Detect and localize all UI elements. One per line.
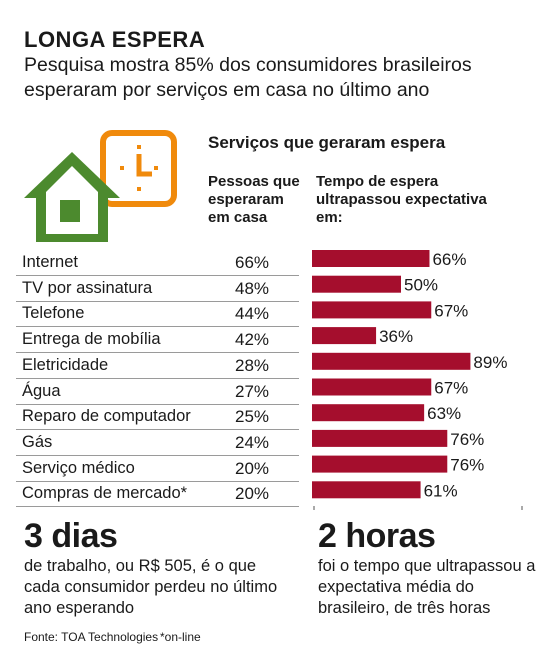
table-row: Entrega de mobília 42% [16, 327, 299, 354]
table-row: TV por assinatura 48% [16, 276, 299, 302]
service-label: Entrega de mobília [22, 330, 161, 349]
days-highlight: 3 dias [24, 517, 118, 555]
service-label: Eletricidade [22, 355, 109, 374]
exceeded-bar-label: 89% [473, 353, 507, 372]
exceeded-bar [312, 352, 471, 370]
waited-percent: 48% [235, 278, 270, 298]
table-row: Gás 24% [16, 430, 299, 456]
waited-percent: 20% [235, 484, 270, 504]
exceeded-bar [312, 429, 448, 447]
exceeded-bar-chart: 66% 50% 67% 36% 89% 67% 63% 76% 76% 61% [312, 250, 523, 510]
waited-percent: 25% [235, 407, 270, 427]
table-row: Eletricidade 28% [16, 353, 299, 379]
column-header-exceeded: Tempo de espera ultrapassou expectativa … [316, 173, 487, 226]
exceeded-bar [312, 301, 432, 319]
service-label: Gás [22, 432, 53, 451]
column-header-waited: Pessoas que esperaram em casa [208, 173, 300, 226]
subtitle-line-2: esperaram por serviços em casa no último… [24, 79, 430, 101]
exceeded-bar [312, 250, 430, 267]
exceeded-bar [312, 327, 377, 345]
table-row: Serviço médico 20% [16, 456, 299, 482]
hours-description: foi o tempo que ultrapassou a expectativ… [318, 557, 536, 617]
waited-percent: 20% [235, 458, 270, 478]
waited-percent: 28% [235, 355, 270, 375]
exceeded-bar-label: 66% [432, 250, 466, 269]
service-label: Serviço médico [22, 458, 135, 477]
service-label: Compras de mercado* [22, 484, 188, 503]
clock-icon [100, 130, 177, 207]
service-label: TV por assinatura [22, 278, 153, 297]
exceeded-bar-label: 67% [434, 301, 468, 320]
exceeded-bar [312, 404, 425, 422]
exceeded-bar-label: 76% [450, 456, 484, 475]
table-row: Internet 66% [16, 250, 299, 276]
exceeded-bar-label: 76% [450, 430, 484, 449]
exceeded-bar-label: 61% [424, 481, 458, 500]
service-label: Internet [22, 253, 78, 271]
exceeded-bar-label: 36% [379, 327, 413, 346]
house-icon [24, 152, 120, 242]
exceeded-bar [312, 275, 401, 293]
exceeded-bar-label: 67% [434, 379, 468, 398]
table-row: Água 27% [16, 379, 299, 405]
waited-percent: 24% [235, 432, 270, 452]
service-label: Água [22, 381, 61, 400]
section-title: Serviços que geraram espera [208, 133, 446, 152]
days-description: de trabalho, ou R$ 505, é o que cada con… [24, 557, 278, 617]
source-note: Fonte: TOA Technologies [24, 630, 159, 644]
subtitle-line-1: Pesquisa mostra 85% dos consumidores bra… [24, 54, 472, 76]
waited-percent: 42% [235, 330, 270, 350]
exceeded-bar [312, 455, 448, 473]
table-row: Reparo de computador 25% [16, 404, 299, 431]
exceeded-bar [312, 481, 421, 499]
hours-highlight: 2 horas [318, 517, 436, 555]
waited-percent: 44% [235, 304, 270, 324]
waited-percent: 27% [235, 381, 270, 401]
footnote: *on-line [160, 630, 201, 644]
service-label: Telefone [22, 304, 85, 323]
table-row: Compras de mercado* 20% [16, 481, 299, 508]
page-title: LONGA ESPERA [24, 27, 206, 52]
bracket-line [313, 506, 523, 510]
exceeded-bar [312, 378, 432, 396]
waited-percent: 66% [235, 253, 270, 272]
table-row: Telefone 44% [16, 301, 299, 328]
exceeded-bar-label: 50% [404, 276, 438, 295]
exceeded-bar-label: 63% [427, 404, 461, 423]
service-label: Reparo de computador [22, 407, 191, 426]
